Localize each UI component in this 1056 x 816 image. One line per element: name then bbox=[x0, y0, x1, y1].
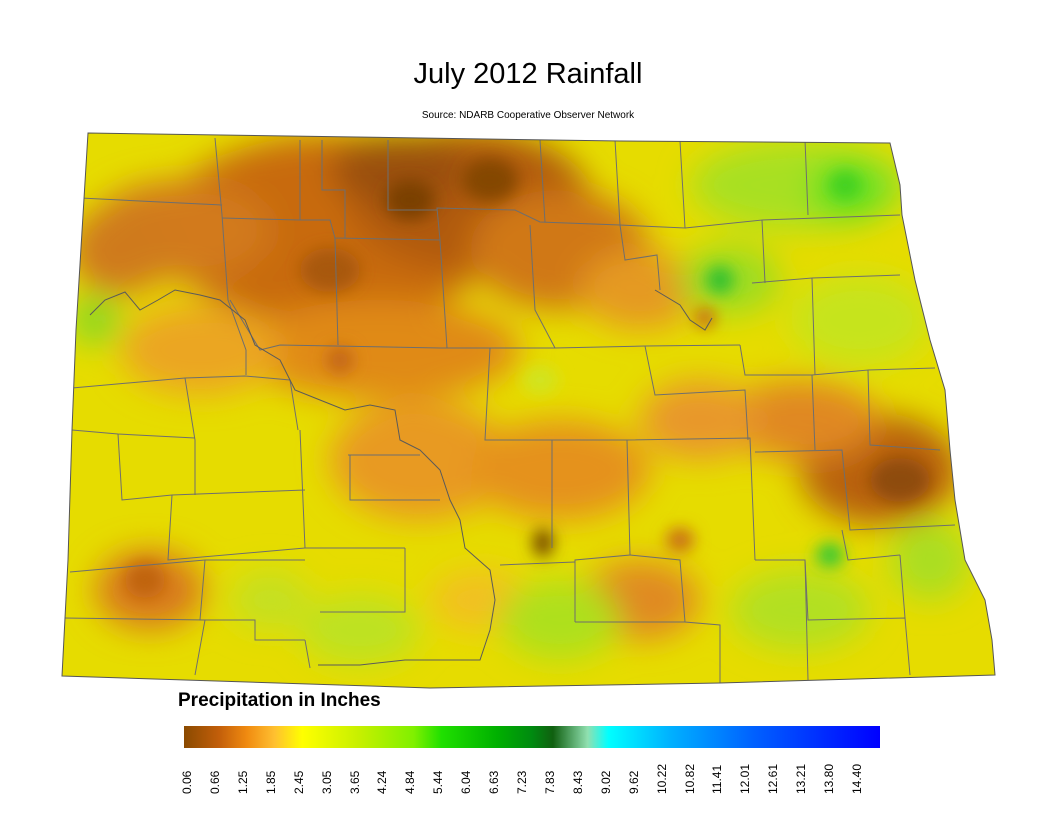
legend-tick-label: 14.40 bbox=[850, 763, 864, 794]
legend-tick-label: 1.25 bbox=[235, 770, 250, 794]
precipitation-surface bbox=[62, 133, 995, 688]
legend-tick-label: 11.41 bbox=[710, 764, 725, 794]
legend-tick-label: 3.05 bbox=[319, 770, 334, 794]
map-title: July 2012 Rainfall bbox=[413, 58, 643, 90]
legend-tick-label: 6.63 bbox=[487, 770, 502, 794]
legend-tick-label: 7.23 bbox=[515, 770, 529, 794]
county-boundaries bbox=[62, 137, 956, 683]
legend-tick-label: 10.22 bbox=[654, 763, 669, 794]
legend-tick-label: 7.83 bbox=[542, 770, 557, 794]
legend-tick-label: 4.84 bbox=[403, 770, 418, 794]
legend-tick-label: 13.21 bbox=[794, 763, 809, 794]
legend-tick-label: 8.43 bbox=[570, 770, 585, 794]
legend-tick-label: 4.24 bbox=[375, 770, 390, 794]
legend-color-bar bbox=[184, 726, 880, 748]
legend-tick-label: 13.80 bbox=[822, 763, 837, 794]
legend-tick-label: 2.45 bbox=[291, 770, 306, 794]
legend-tick-label: 6.04 bbox=[459, 770, 474, 794]
legend-tick-label: 1.85 bbox=[263, 770, 278, 794]
rainfall-map bbox=[61, 132, 996, 689]
legend-title: Precipitation in Inches bbox=[178, 690, 381, 711]
legend-tick-label: 12.61 bbox=[766, 763, 781, 794]
legend-tick-label: 0.06 bbox=[180, 770, 194, 794]
legend-tick-label: 3.65 bbox=[347, 770, 362, 794]
legend-tick-label: 9.62 bbox=[626, 770, 641, 794]
map-subtitle: Source: NDARB Cooperative Observer Netwo… bbox=[421, 110, 635, 121]
legend-tick-label: 10.82 bbox=[682, 763, 697, 794]
legend-tick-label: 9.02 bbox=[598, 770, 613, 794]
rivers bbox=[89, 289, 713, 666]
legend-tick-label: 5.44 bbox=[431, 770, 446, 794]
legend-tick-label: 12.01 bbox=[738, 763, 753, 794]
legend-tick-label: 0.66 bbox=[207, 770, 222, 794]
